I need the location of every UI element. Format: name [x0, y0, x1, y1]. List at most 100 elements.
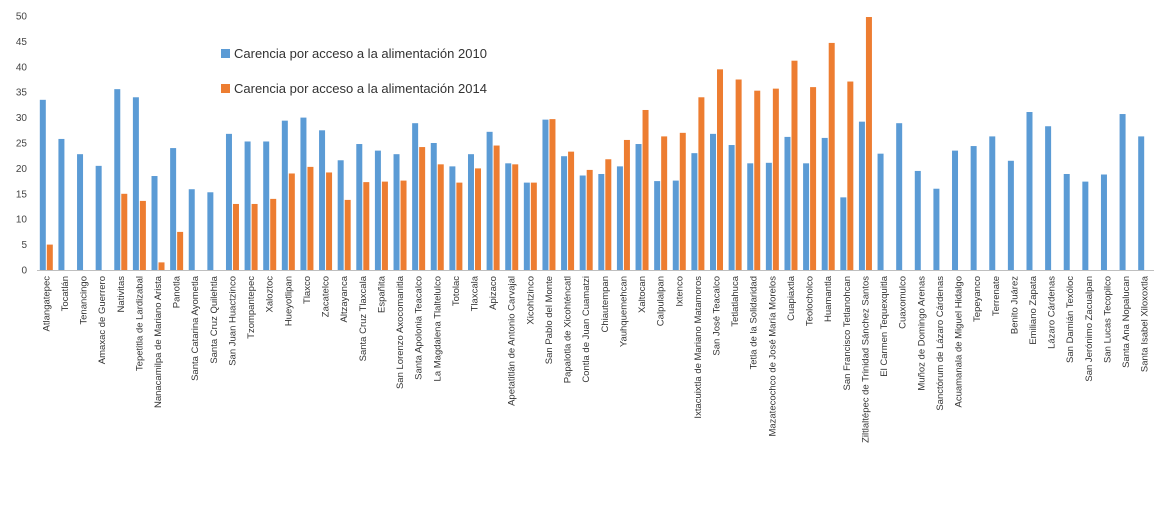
bar-2010: [970, 146, 977, 270]
x-tick-label: Papalotla de Xicohténcatl: [563, 276, 574, 383]
bar-2014: [177, 231, 184, 270]
x-tick-label: Tepeyanco: [972, 276, 983, 322]
x-tick-label: Santa Cruz Quilehtla: [209, 275, 220, 363]
legend-item-2014: Carencia por acceso a la alimentación 20…: [221, 81, 487, 96]
bar-2014: [642, 109, 649, 270]
x-tick-label: San Francisco Tetlanohcan: [842, 276, 853, 390]
x-tick-label: San Lucas Tecopilco: [1102, 276, 1113, 363]
x-tick-label: San Damián Texóloc: [1065, 276, 1076, 363]
bar-2014: [307, 166, 314, 270]
bar-2010: [188, 189, 195, 270]
y-axis: 0 5 10 15 20 25 30 35 40 45 50: [16, 12, 28, 277]
x-tick-label: Ziltlaltépec de Trinidad Sánchez Santos: [860, 276, 871, 443]
x-tick-label: Tepetitla de Lardizabal: [134, 276, 145, 371]
y-tick-label: 30: [16, 113, 28, 124]
x-axis-labels: Atlangatepec Tocatlán Tenancingo Amaxac de …: [41, 275, 1150, 443]
bar-2014: [623, 139, 630, 270]
bar-2010: [654, 181, 661, 270]
bar-2010: [244, 141, 251, 270]
bar-2014: [717, 69, 724, 270]
bar-2014: [568, 151, 575, 270]
bars: [39, 17, 1145, 271]
bar-2010: [95, 165, 102, 270]
legend-label-2010: Carencia por acceso a la alimentación 20…: [234, 46, 487, 61]
x-tick-label: Tocatlán: [60, 276, 71, 311]
x-tick-label: Amaxac de Guerrero: [97, 276, 108, 364]
bar-2014: [46, 244, 53, 270]
bar-2014: [754, 90, 761, 271]
bar-2014: [251, 203, 258, 270]
x-tick-label: Muñoz de Domingo Arenas: [916, 276, 927, 391]
bar-2010: [170, 148, 177, 270]
bar-2014: [326, 172, 333, 270]
x-tick-label: Totolac: [451, 276, 462, 306]
bar-2010: [505, 163, 512, 270]
bar-2010: [952, 150, 959, 270]
bar-2010: [784, 136, 791, 270]
x-tick-label: Tenancingo: [79, 276, 90, 325]
x-tick-label: Nanacamilpa de Mariano Arista: [153, 275, 164, 408]
bar-2014: [586, 169, 593, 270]
bar-2010: [1119, 114, 1126, 270]
x-tick-label: La Magdalena Tlaltelulco: [432, 276, 443, 381]
x-tick-label: Españita: [376, 275, 387, 313]
legend-swatch-2010: [221, 49, 230, 58]
y-tick-label: 25: [16, 139, 28, 150]
x-tick-label: Tlaxcala: [469, 275, 480, 311]
bar-2010: [1026, 112, 1033, 270]
bar-2014: [810, 87, 817, 271]
bar-2014: [791, 60, 798, 271]
bar-2010: [840, 197, 847, 270]
bar-2014: [772, 88, 779, 270]
x-tick-label: Apetatitlán de Antonio Carvajal: [507, 276, 518, 406]
bar-2010: [747, 163, 754, 270]
bar-2010: [374, 150, 381, 270]
x-tick-label: Benito Juárez: [1009, 276, 1020, 334]
bar-2014: [121, 193, 128, 270]
bar-2014: [400, 180, 407, 270]
x-tick-label: Atlangatepec: [41, 276, 52, 332]
y-tick-label: 5: [21, 240, 27, 251]
bar-2010: [1045, 126, 1052, 271]
bar-2014: [232, 203, 239, 270]
bar-2010: [542, 119, 549, 270]
bar-2010: [598, 173, 605, 270]
x-tick-label: Yauhquemehcan: [618, 276, 629, 347]
bar-2010: [300, 117, 307, 270]
bar-2010: [1082, 181, 1089, 270]
bar-2010: [114, 89, 121, 271]
bar-2010: [281, 120, 288, 271]
x-tick-label: Zacatelco: [321, 276, 332, 317]
bar-2010: [914, 170, 921, 270]
x-tick-label: San José Teacalco: [712, 276, 723, 356]
x-tick-label: Mazatecochco de José María Morelos: [767, 276, 778, 437]
bar-2014: [288, 173, 295, 270]
x-tick-label: Panotla: [172, 275, 183, 308]
x-tick-label: Nativitas: [116, 276, 127, 313]
bar-2010: [821, 137, 828, 270]
x-tick-label: Terrenate: [991, 276, 1002, 316]
bar-2010: [467, 154, 474, 270]
x-tick-label: Hueyotlipan: [283, 276, 294, 326]
bar-2010: [1138, 136, 1145, 270]
bar-2014: [512, 164, 519, 270]
x-tick-label: San Lorenzo Axocomanitla: [395, 275, 406, 389]
bar-2014: [456, 182, 463, 270]
y-tick-label: 20: [16, 164, 28, 175]
bar-2010: [728, 145, 735, 270]
bar-2010: [561, 156, 568, 270]
x-tick-label: Cuapiaxtla: [786, 275, 797, 321]
bar-2014: [139, 200, 146, 270]
bar-2014: [735, 79, 742, 270]
bar-2010: [896, 123, 903, 270]
x-tick-label: Santa Catarina Ayometla: [190, 275, 201, 381]
x-tick-label: Tzompantepec: [246, 276, 257, 339]
bar-2014: [381, 181, 388, 270]
bar-2014: [828, 42, 835, 270]
x-tick-label: El Carmen Tequexquitla: [879, 275, 890, 376]
legend-item-2010: Carencia por acceso a la alimentación 20…: [221, 46, 487, 61]
y-tick-label: 50: [16, 12, 28, 23]
bar-2010: [319, 130, 326, 270]
bar-2014: [530, 182, 537, 270]
bar-2010: [77, 154, 84, 270]
